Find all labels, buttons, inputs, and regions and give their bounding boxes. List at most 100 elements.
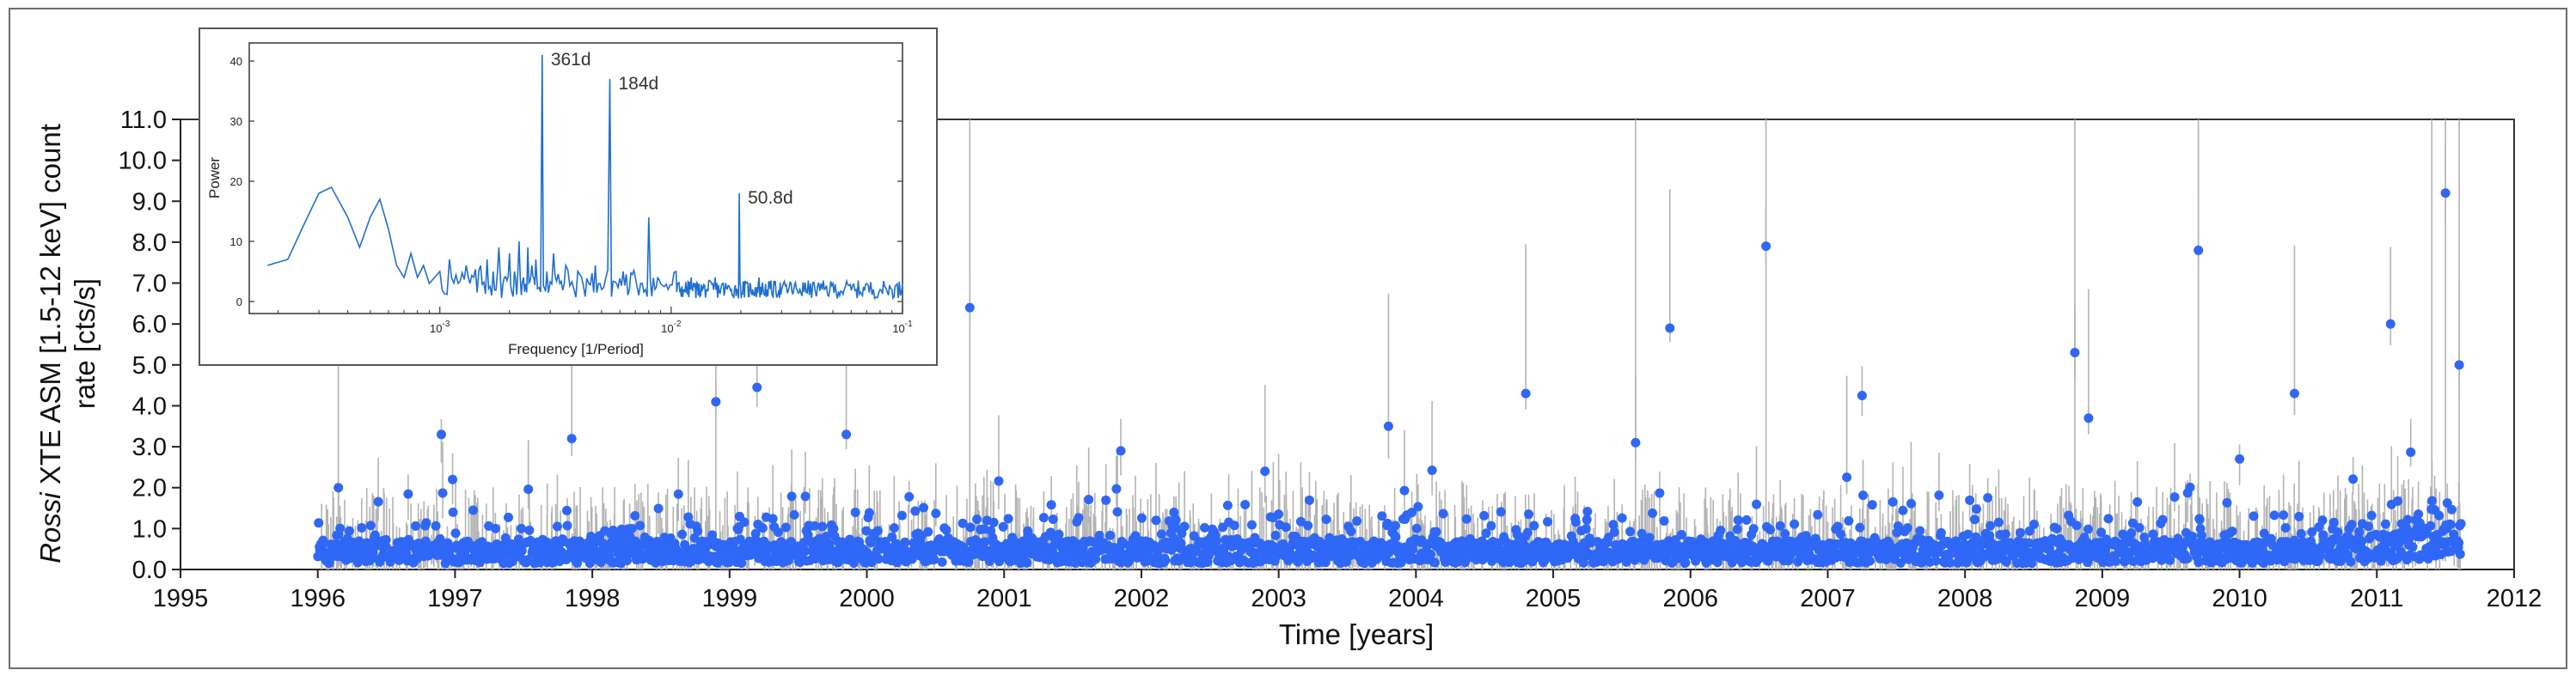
x-tick-label: 1996 (290, 585, 346, 612)
data-point (2296, 528, 2306, 539)
data-point (1971, 504, 1981, 515)
data-point (1930, 556, 1941, 566)
data-point (1617, 513, 1627, 523)
data-point (1993, 517, 2004, 527)
data-point (621, 556, 632, 566)
x-tick-label: 2012 (2487, 585, 2542, 612)
data-point (1169, 507, 1179, 517)
data-point (1391, 521, 1401, 531)
data-point (1461, 514, 1472, 524)
data-point (2366, 510, 2377, 521)
y-tick-label: 2.0 (132, 475, 167, 502)
inset-y-tick-label: 20 (230, 175, 242, 188)
data-point (1813, 509, 1823, 520)
data-point (2169, 492, 2180, 502)
data-point (1171, 523, 1181, 533)
data-point (1426, 549, 1436, 559)
data-point (1101, 495, 1111, 505)
data-point (2029, 519, 2040, 529)
data-point (2348, 474, 2359, 484)
inset-y-axis: 0 10 20 30 40 (230, 55, 903, 308)
y-tick-label: 8.0 (132, 229, 167, 257)
inset-x-tick-exponent: -1 (905, 320, 913, 329)
data-point (2346, 557, 2356, 567)
data-point (1748, 524, 1759, 534)
data-point (357, 522, 367, 533)
data-point (318, 535, 328, 545)
data-point (724, 557, 734, 568)
data-point (1522, 527, 1533, 538)
data-point (757, 523, 768, 533)
data-point (1898, 505, 1908, 515)
data-point (2096, 527, 2107, 538)
data-point (1763, 556, 1773, 566)
data-point (2393, 496, 2403, 506)
data-point (1712, 557, 1722, 568)
data-point (1969, 515, 1979, 525)
data-point (2280, 522, 2291, 533)
data-point (503, 512, 513, 522)
data-point (1867, 500, 1877, 510)
data-point (786, 491, 797, 502)
data-point (1765, 525, 1776, 535)
data-point (910, 506, 921, 516)
data-point (1790, 519, 1800, 529)
data-point (1391, 532, 1401, 542)
data-point (381, 534, 391, 545)
data-point (403, 489, 413, 499)
data-point (517, 545, 527, 556)
data-point (2194, 515, 2205, 525)
data-point (1346, 527, 1356, 537)
data-point (1431, 527, 1441, 537)
data-point (1377, 511, 1387, 521)
data-point (752, 382, 762, 393)
data-point (1382, 518, 1392, 528)
data-point (2182, 553, 2193, 563)
data-point (2279, 510, 2289, 521)
data-point (817, 521, 828, 532)
data-point (1915, 526, 1925, 536)
data-point (2185, 482, 2195, 492)
data-point (1842, 472, 1852, 483)
data-point (2454, 360, 2464, 370)
data-point (1855, 522, 1865, 533)
y-tick-label: 10.0 (119, 148, 167, 175)
data-point (1074, 513, 1084, 523)
data-point (2434, 510, 2444, 521)
data-point (1383, 421, 1393, 431)
data-point (401, 548, 411, 558)
data-point (1179, 521, 1190, 532)
data-point (345, 526, 355, 536)
data-point (1665, 323, 1675, 333)
y-tick-label: 1.0 (132, 515, 167, 543)
inset-y-tick-label: 10 (230, 235, 242, 248)
data-point (929, 554, 939, 564)
data-point (1655, 488, 1665, 498)
data-point (1486, 521, 1496, 531)
data-point (562, 521, 572, 531)
data-point (1521, 388, 1531, 399)
data-point (516, 523, 526, 533)
data-point (958, 518, 968, 528)
data-point (1038, 513, 1049, 523)
y-axis-title: Rossi XTE ASM [1.5-12 keV] count (34, 124, 66, 563)
data-point (1858, 490, 1869, 501)
data-point (2083, 413, 2094, 423)
y-tick-label: 6.0 (132, 311, 167, 338)
data-point (850, 507, 860, 517)
data-point (1116, 446, 1126, 456)
x-tick-label: 2005 (1526, 585, 1582, 612)
data-point (780, 522, 791, 533)
data-point (994, 476, 1004, 486)
data-point (750, 528, 761, 539)
data-point (2294, 511, 2304, 521)
data-point (2406, 447, 2416, 457)
data-point (1091, 554, 1101, 564)
data-point (333, 483, 344, 493)
data-point (1581, 524, 1591, 534)
data-point (2347, 520, 2357, 530)
inset-x-tick-exponent: -3 (443, 320, 450, 329)
data-point (904, 491, 915, 502)
data-point (873, 554, 884, 564)
